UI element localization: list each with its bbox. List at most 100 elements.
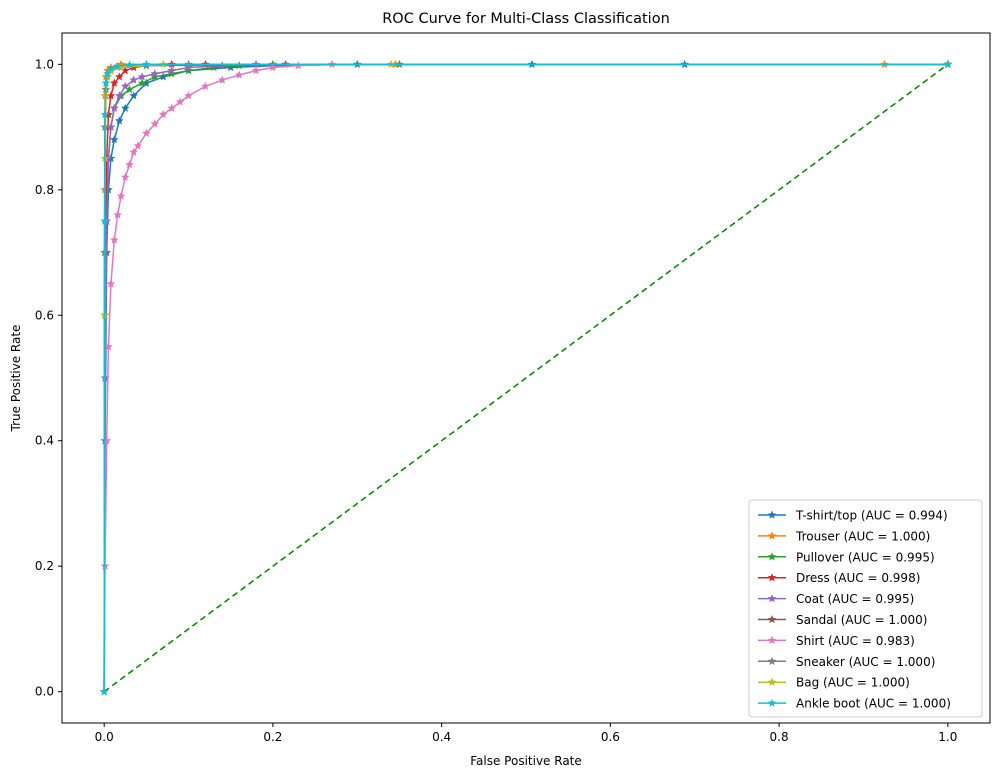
data-point <box>112 61 122 70</box>
plot-area <box>61 32 991 724</box>
data-point <box>110 235 119 244</box>
legend-items: T-shirt/top (AUC = 0.994) Trouser (AUC = … <box>758 509 951 711</box>
data-point <box>115 72 124 81</box>
y-axis-label: True Positive Rate <box>9 325 23 433</box>
x-tick-label: 0.0 <box>95 730 114 744</box>
data-point <box>116 191 126 200</box>
data-point <box>110 103 119 112</box>
x-tick-label: 0.4 <box>432 730 451 744</box>
legend-label: Dress (AUC = 0.998) <box>796 571 920 585</box>
legend-label: Sandal (AUC = 1.000) <box>796 613 927 627</box>
data-point <box>158 72 168 81</box>
legend-marker <box>767 615 777 624</box>
data-point <box>129 91 138 100</box>
data-point <box>106 122 116 131</box>
legend-label: Shirt (AUC = 0.983) <box>796 634 915 648</box>
data-point <box>167 103 176 112</box>
legend-entry: Ankle boot (AUC = 1.000) <box>758 697 951 711</box>
data-point <box>218 75 227 84</box>
x-tick-label: 0.2 <box>263 730 282 744</box>
data-point <box>129 75 138 84</box>
legend-marker <box>767 510 777 519</box>
data-point <box>125 160 134 169</box>
data-point <box>209 63 219 72</box>
data-point <box>99 687 109 696</box>
data-point <box>100 110 110 119</box>
legend-label: Coat (AUC = 0.995) <box>796 592 914 606</box>
data-point <box>115 116 124 125</box>
series-line <box>103 63 948 692</box>
data-point <box>120 103 130 112</box>
data-point <box>268 63 278 72</box>
data-point <box>106 91 116 100</box>
x-axis-ticks: 0.0 0.2 0.4 0.6 0.8 1.0 <box>95 723 957 744</box>
legend-entry: Trouser (AUC = 1.000) <box>758 529 930 543</box>
x-tick-label: 1.0 <box>938 730 957 744</box>
data-point <box>101 78 111 87</box>
data-point <box>125 60 134 69</box>
legend-entry: Sneaker (AUC = 1.000) <box>758 655 935 669</box>
data-point <box>943 59 953 68</box>
legend-label: Trouser (AUC = 1.000) <box>795 529 930 543</box>
data-point <box>106 279 116 288</box>
legend: T-shirt/top (AUC = 0.994) Trouser (AUC = … <box>748 499 983 718</box>
data-point <box>184 91 193 100</box>
legend-label: T-shirt/top (AUC = 0.994) <box>795 509 948 523</box>
data-point <box>184 66 193 75</box>
legend-entry: Bag (AUC = 1.000) <box>758 676 910 690</box>
x-tick-label: 0.8 <box>770 730 789 744</box>
legend-marker <box>767 552 777 561</box>
data-point <box>120 66 130 75</box>
data-point <box>201 81 210 90</box>
data-point <box>251 66 261 75</box>
data-point <box>137 72 147 81</box>
series-9 <box>99 59 953 696</box>
data-point <box>120 81 130 90</box>
y-tick-label: 0.8 <box>35 183 54 197</box>
data-point <box>167 69 176 78</box>
diagonal-layer <box>103 63 949 693</box>
y-tick-label: 0.0 <box>35 685 54 699</box>
legend-entry: Pullover (AUC = 0.995) <box>758 550 935 564</box>
legend-entry: T-shirt/top (AUC = 0.994) <box>758 509 948 523</box>
legend-label: Ankle boot (AUC = 1.000) <box>796 697 951 711</box>
legend-entry: Sandal (AUC = 1.000) <box>758 613 927 627</box>
data-point <box>110 78 119 87</box>
y-axis-ticks: 0.0 0.2 0.4 0.6 0.8 1.0 <box>35 57 62 699</box>
legend-box <box>748 499 983 718</box>
legend-marker <box>767 677 777 686</box>
data-point <box>100 216 109 225</box>
data-point <box>226 63 236 72</box>
data-point <box>129 147 138 156</box>
data-point <box>133 141 143 150</box>
data-point <box>110 135 119 144</box>
data-point <box>167 66 176 75</box>
legend-entry: Dress (AUC = 0.998) <box>758 571 920 585</box>
y-tick-label: 0.4 <box>35 434 54 448</box>
data-point <box>115 91 124 100</box>
data-point <box>158 110 168 119</box>
legend-label: Pullover (AUC = 0.995) <box>796 550 935 564</box>
legend-marker <box>767 573 777 582</box>
data-point <box>150 119 160 128</box>
data-point <box>142 128 151 137</box>
data-point <box>150 72 160 81</box>
data-point <box>120 172 130 181</box>
data-point <box>113 210 122 219</box>
x-axis-label: False Positive Rate <box>470 754 582 768</box>
legend-marker <box>767 635 777 645</box>
legend-marker <box>767 531 777 540</box>
legend-marker <box>767 594 777 603</box>
y-tick-label: 1.0 <box>35 57 54 71</box>
data-point <box>106 64 116 73</box>
data-point <box>137 78 147 87</box>
data-point <box>125 84 134 94</box>
legend-entry: Coat (AUC = 0.995) <box>758 592 914 606</box>
y-tick-label: 0.2 <box>35 559 54 573</box>
x-tick-label: 0.6 <box>601 730 620 744</box>
series-layer <box>99 59 953 696</box>
data-point <box>103 69 112 78</box>
data-point <box>184 63 193 72</box>
data-point <box>234 70 244 79</box>
data-point <box>150 69 160 78</box>
